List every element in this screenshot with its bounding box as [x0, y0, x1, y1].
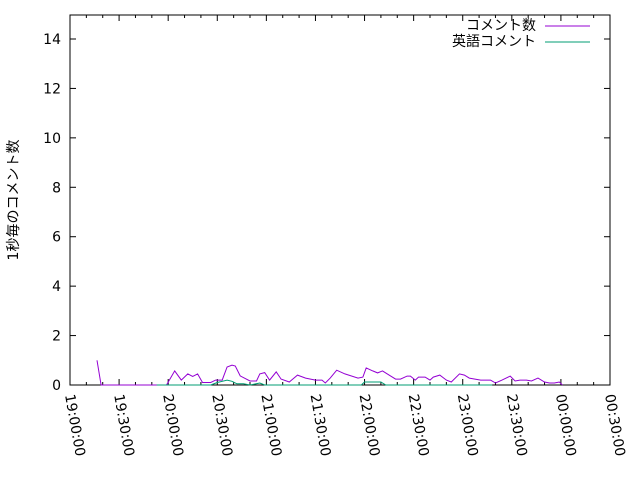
- x-tick-label: 00:00:00: [552, 393, 579, 458]
- x-tick-label: 21:30:00: [307, 393, 334, 458]
- x-tick-label: 19:00:00: [61, 393, 88, 458]
- y-tick-label: 14: [43, 32, 61, 48]
- x-tick-label: 23:00:00: [454, 393, 481, 458]
- x-tick-label: 23:30:00: [503, 393, 530, 458]
- y-tick-label: 6: [52, 230, 61, 246]
- x-tick-label: 22:00:00: [356, 393, 383, 458]
- y-tick-label: 2: [52, 329, 61, 345]
- x-tick-label: 20:30:00: [208, 393, 235, 458]
- y-tick-label: 4: [52, 279, 61, 295]
- legend-label-comments: コメント数: [466, 18, 536, 34]
- x-tick-label: 20:00:00: [159, 393, 186, 458]
- x-tick-label: 21:00:00: [257, 393, 284, 458]
- y-axis-label: 1秒毎のコメント数: [6, 140, 22, 261]
- y-tick-label: 0: [52, 378, 61, 394]
- x-tick-label: 00:30:00: [601, 393, 628, 458]
- y-tick-label: 12: [43, 81, 61, 97]
- x-tick-label: 19:30:00: [110, 393, 137, 458]
- x-tick-label: 22:30:00: [405, 393, 432, 458]
- plot-border: [70, 15, 610, 385]
- legend: コメント数 英語コメント: [452, 18, 590, 50]
- series-line-0: [97, 360, 563, 385]
- legend-label-english: 英語コメント: [452, 33, 536, 50]
- y-tick-label: 10: [43, 131, 61, 147]
- y-tick-label: 8: [52, 180, 61, 196]
